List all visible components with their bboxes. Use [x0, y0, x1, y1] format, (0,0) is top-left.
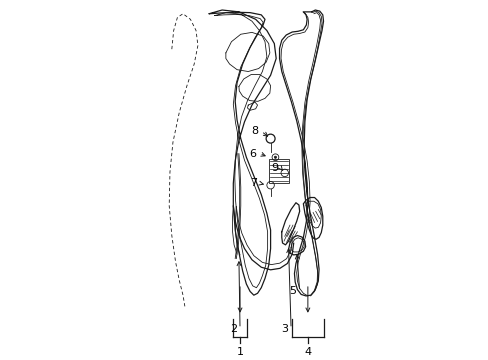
Text: 1: 1	[236, 347, 243, 357]
Text: 3: 3	[281, 324, 287, 334]
Text: 5: 5	[289, 287, 296, 296]
Text: 8: 8	[251, 126, 258, 136]
Text: 2: 2	[229, 324, 237, 334]
Circle shape	[274, 156, 276, 158]
Text: 9: 9	[270, 163, 278, 174]
Text: 4: 4	[304, 347, 311, 357]
Text: 7: 7	[249, 178, 257, 188]
Bar	[268, 159, 288, 183]
Text: 6: 6	[249, 149, 256, 158]
